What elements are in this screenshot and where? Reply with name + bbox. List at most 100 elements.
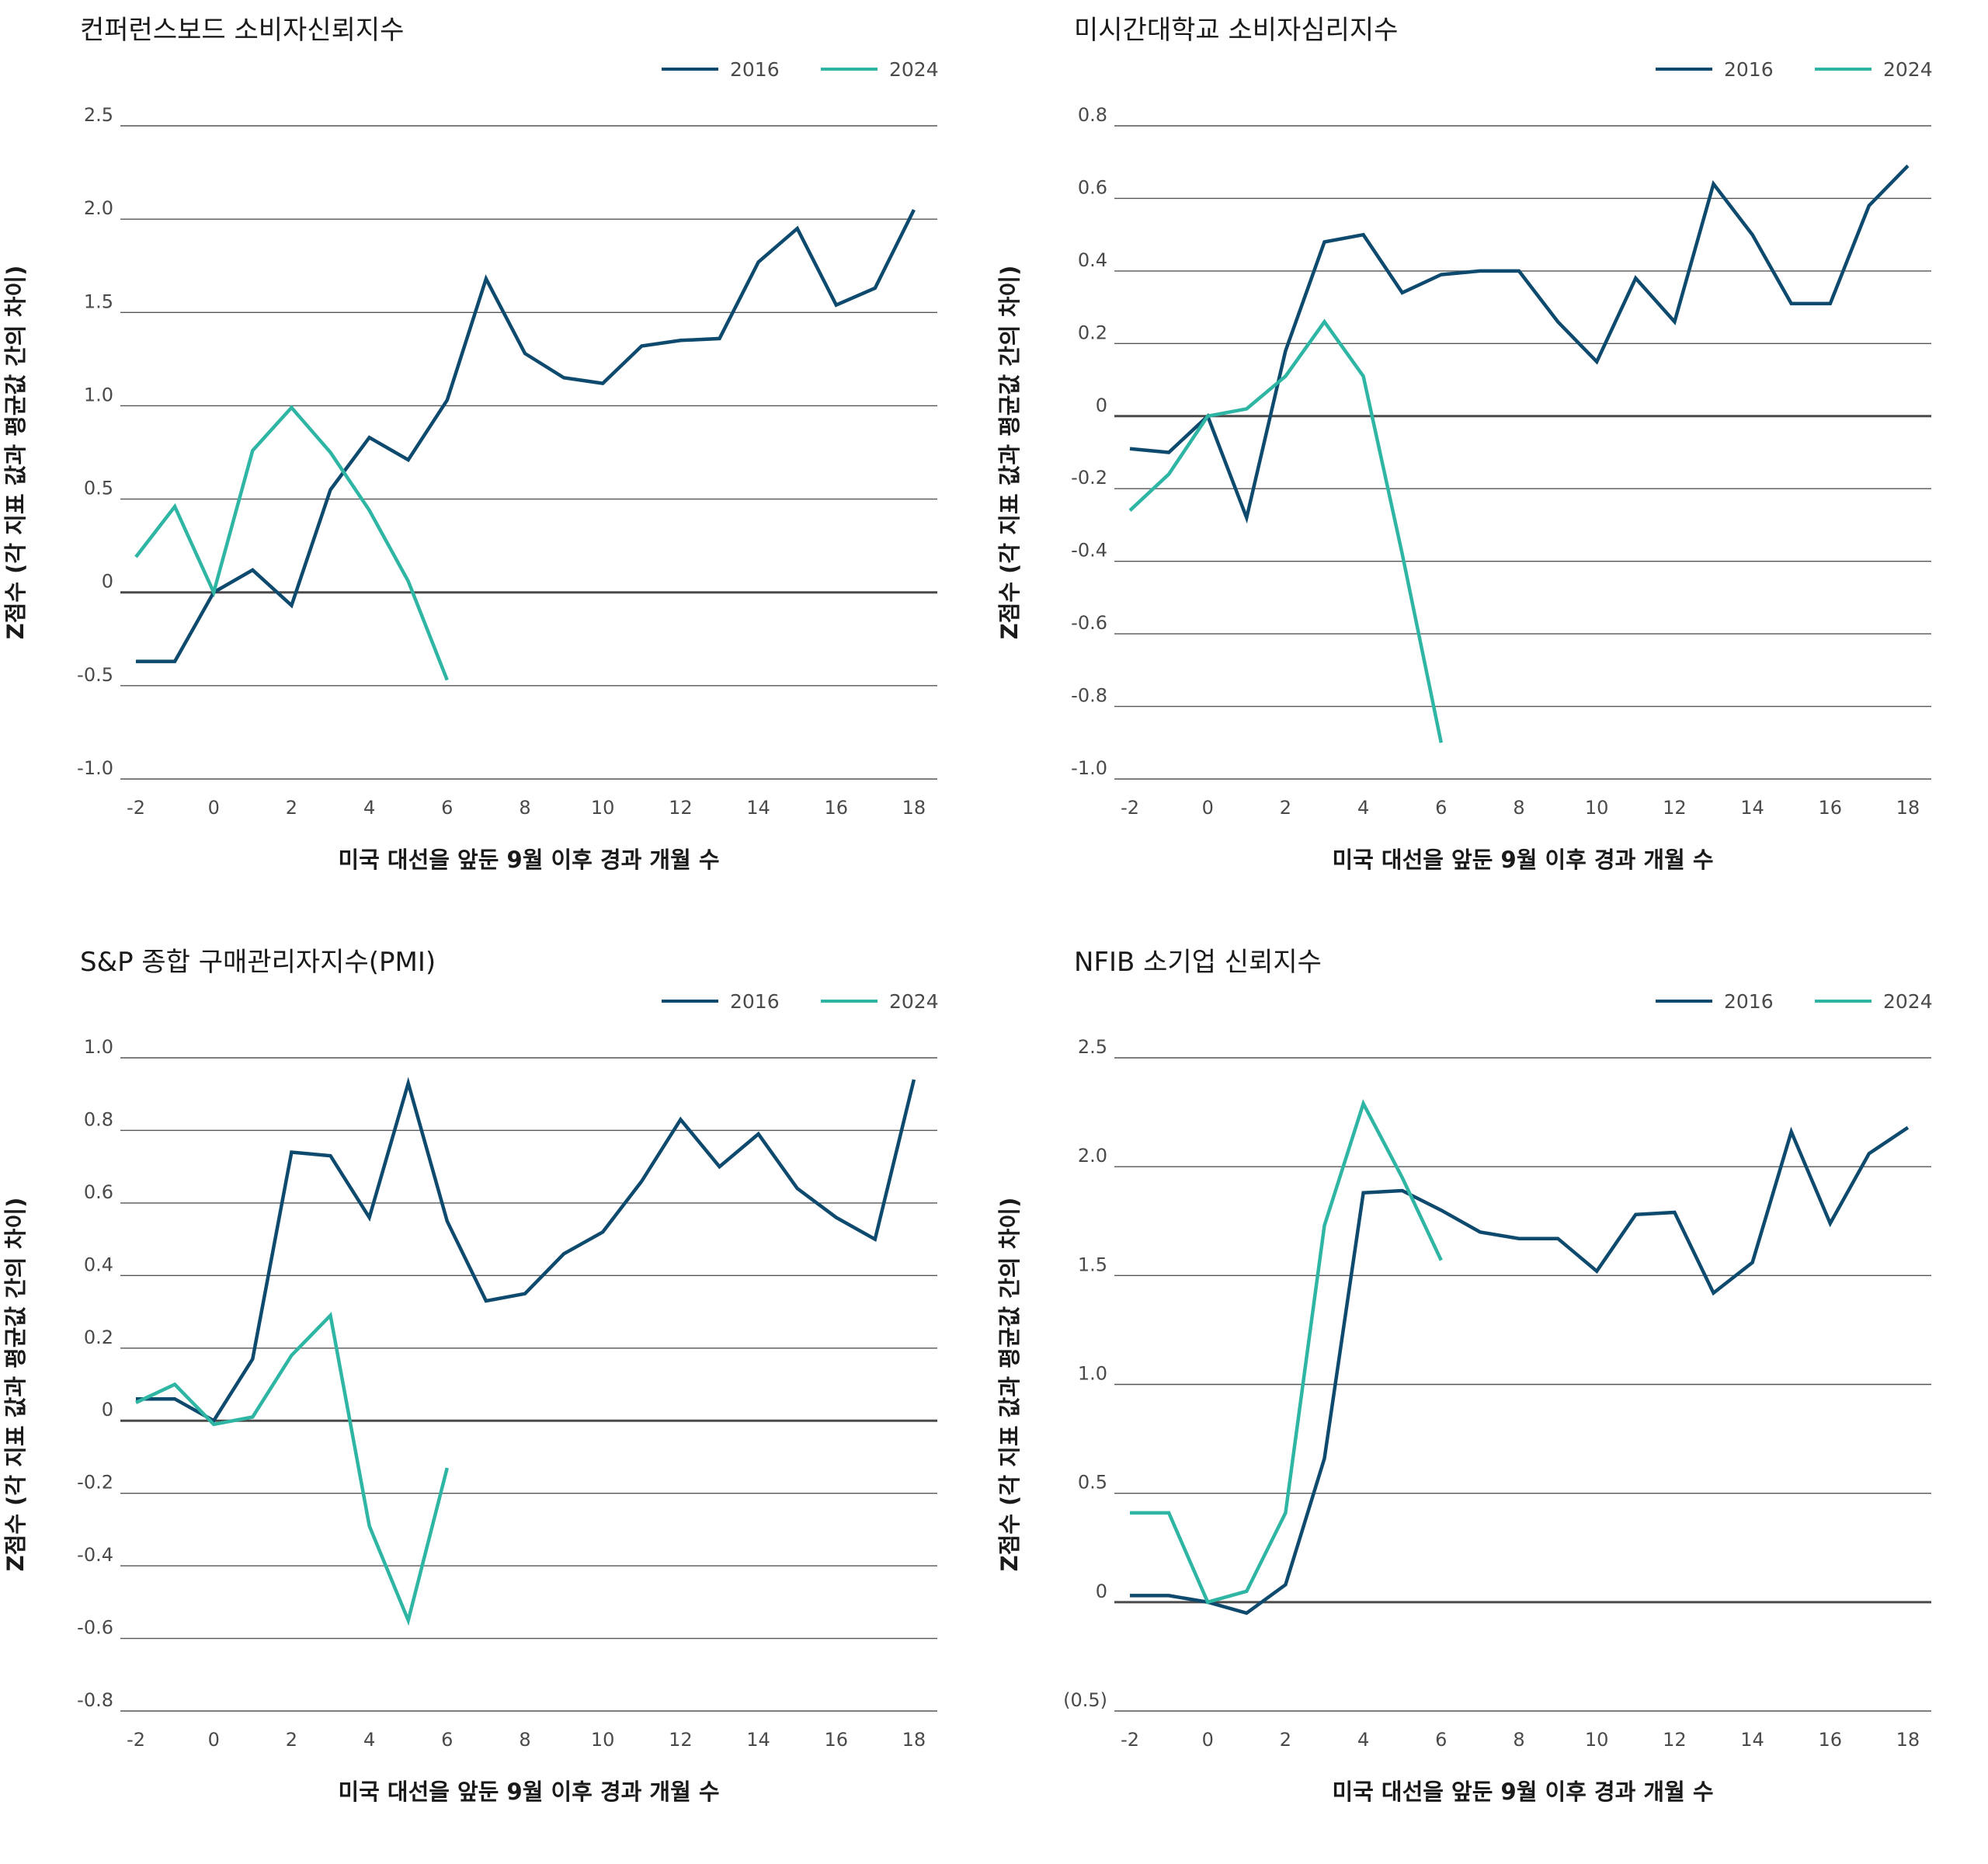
x-tick-label: 14: [746, 797, 770, 819]
x-tick-label: 10: [1585, 797, 1609, 819]
series-line-2016: [1129, 164, 1910, 524]
y-tick-label: 0: [1096, 395, 1107, 416]
y-tick-label: 0.5: [84, 478, 113, 499]
y-tick-label: 1.5: [84, 290, 113, 312]
series-line-2024: [1130, 1099, 1443, 1605]
y-tick-label: 2.0: [1078, 1145, 1107, 1167]
x-tick-label: 18: [902, 1729, 926, 1751]
y-tick-label: -0.6: [1071, 612, 1107, 634]
y-tick-label: -1.0: [1071, 757, 1107, 779]
y-axis-label: Z점수 (각 지표 값과 평균값 간의 차이): [996, 1198, 1023, 1572]
series-line-2024: [135, 1312, 449, 1626]
x-tick-label: 16: [1818, 797, 1842, 819]
x-tick-label: 4: [363, 1729, 375, 1751]
x-axis-label: 미국 대선을 앞둔 9월 이후 경과 개월 수: [338, 1779, 719, 1805]
series-line-2024: [1128, 318, 1444, 743]
y-tick-label: 0.8: [1078, 104, 1107, 126]
y-tick-label: -0.5: [77, 664, 113, 686]
series-line-2016: [136, 1076, 916, 1424]
y-tick-label: (0.5): [1063, 1689, 1107, 1711]
y-tick-label: 1.0: [84, 384, 113, 405]
x-axis-label: 미국 대선을 앞둔 9월 이후 경과 개월 수: [1332, 847, 1713, 873]
x-tick-label: 14: [746, 1729, 770, 1751]
y-tick-label: 2.5: [84, 104, 113, 126]
y-axis-label: Z점수 (각 지표 값과 평균값 간의 차이): [2, 266, 29, 640]
legend-label-2024: 2024: [889, 58, 939, 81]
x-tick-label: 4: [1357, 1729, 1369, 1751]
y-axis-label: Z점수 (각 지표 값과 평균값 간의 차이): [996, 266, 1023, 640]
y-tick-label: 0.2: [84, 1327, 113, 1348]
x-tick-label: 10: [591, 797, 615, 819]
y-tick-label: 0.5: [1078, 1472, 1107, 1494]
x-tick-label: -2: [127, 797, 145, 819]
x-tick-label: 2: [286, 797, 297, 819]
y-tick-label: 0: [102, 571, 113, 593]
y-tick-label: 0.8: [84, 1108, 113, 1130]
x-tick-label: 8: [1513, 1729, 1524, 1751]
x-tick-label: 4: [363, 797, 375, 819]
chart-panel-conference-board: 컨퍼런스보드 소비자신뢰지수 2016 2024 2.5 2.0 1.5 1.0 0.5 0 -0…: [0, 0, 994, 932]
chart-svg: 미시간대학교 소비자심리지수 2 0 16 2024 0.8 0.6 0.4 0.2 0 -0.2 -…: [996, 15, 1933, 873]
x-tick-label: 16: [824, 797, 848, 819]
x-tick-label: 14: [1740, 1729, 1764, 1751]
y-tick-label: 0.2: [1078, 322, 1107, 343]
chart-svg: S&P 종합 구매관리자지수(PMI)2016 20241.00.80.60.40…: [2, 947, 939, 1805]
y-tick-label: 0: [1096, 1581, 1107, 1602]
y-tick-label: -0.2: [77, 1472, 113, 1494]
x-tick-label: 0: [208, 1729, 220, 1751]
chart-title: NFIB 소기업 신뢰지수: [1074, 947, 1322, 978]
y-tick-label: 1.0: [84, 1036, 113, 1058]
x-tick-label: 6: [441, 1729, 453, 1751]
x-tick-label: 12: [669, 797, 693, 819]
chart-title: 컨퍼런스보드 소비자신뢰지수: [80, 15, 404, 46]
y-axis-label: Z점수 (각 지표 값과 평균값 간의 차이): [2, 1198, 29, 1572]
legend-label-2016: 2016: [730, 990, 780, 1013]
x-tick-label: 16: [824, 1729, 848, 1751]
chart-panel-nfib: NFIB 소기업 신뢰지수 2016 2024 2.5 2.0 1.5 1.0 0.5 0 (0.…: [994, 932, 1988, 1864]
y-tick-label: -0.8: [1071, 685, 1107, 707]
y-tick-label: -0.4: [1071, 540, 1107, 562]
x-tick-label: 8: [1513, 797, 1524, 819]
x-tick-label: 2: [1280, 797, 1291, 819]
y-tick-label: -0.6: [77, 1617, 113, 1639]
x-tick-label: 14: [1740, 797, 1764, 819]
x-tick-label: 0: [1202, 797, 1214, 819]
x-tick-label: 18: [1896, 797, 1920, 819]
y-tick-label: -0.2: [1071, 467, 1107, 489]
x-tick-label: 2: [286, 1729, 297, 1751]
legend-label-2024: 2024: [1883, 58, 1933, 81]
series-line-2024: [134, 405, 449, 681]
legend-label-2016: 2016: [1724, 990, 1774, 1013]
chart-title: 미시간대학교 소비자심리지수: [1074, 15, 1398, 46]
x-tick-label: -2: [127, 1729, 145, 1751]
y-tick-label: -1.0: [77, 757, 113, 779]
x-tick-label: 12: [1663, 1729, 1687, 1751]
legend-label-2024: 2024: [1883, 990, 1933, 1013]
x-tick-label: 16: [1818, 1729, 1842, 1751]
x-tick-label: 0: [208, 797, 220, 819]
x-tick-label: 10: [1585, 1729, 1609, 1751]
chart-panel-sp-pmi: S&P 종합 구매관리자지수(PMI) 2016 2024 1.0 0.8 0.6 0.4 0…: [0, 932, 994, 1864]
legend-label-2024: 2024: [889, 990, 939, 1013]
y-tick-label: -0.4: [77, 1544, 113, 1566]
x-axis-label: 미국 대선을 앞둔 9월 이후 경과 개월 수: [338, 847, 719, 873]
y-tick-label: 0.6: [1078, 176, 1107, 198]
x-axis-label: 미국 대선을 앞둔 9월 이후 경과 개월 수: [1332, 1779, 1713, 1805]
x-tick-label: 10: [591, 1729, 615, 1751]
x-tick-label: 6: [1435, 1729, 1447, 1751]
x-tick-label: 4: [1357, 797, 1369, 819]
x-tick-label: 6: [441, 797, 453, 819]
chart-title: S&P 종합 구매관리자지수(PMI): [80, 947, 436, 978]
y-tick-label: 0.4: [1078, 249, 1107, 271]
y-tick-label: 2.5: [1078, 1036, 1107, 1058]
legend-label-2016: 2016: [730, 58, 780, 81]
y-tick-label: 0.4: [84, 1254, 113, 1275]
x-tick-label: 6: [1435, 797, 1447, 819]
x-tick-label: 8: [519, 797, 530, 819]
x-tick-label: 12: [1663, 797, 1687, 819]
y-tick-label: 2.0: [84, 197, 113, 219]
chart-panel-michigan-sentiment: 미시간대학교 소비자심리지수 2 0 16 2024 0.8 0.6 0.4 0.2 0 -0.2 -…: [994, 0, 1988, 932]
y-tick-label: 1.0: [1078, 1363, 1107, 1385]
